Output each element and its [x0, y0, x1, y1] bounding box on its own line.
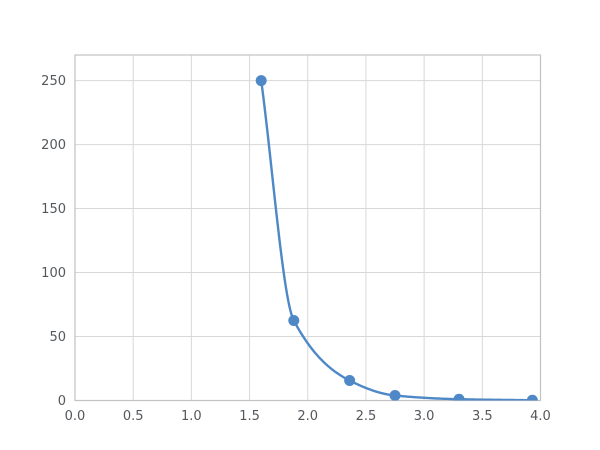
x-tick-label: 2.0 [297, 409, 318, 424]
y-tick-label: 0 [58, 394, 66, 409]
x-tick-label: 0.0 [65, 409, 86, 424]
y-tick-label: 100 [41, 266, 66, 281]
data-point-marker [526, 394, 538, 401]
x-tick-label: 3.5 [472, 409, 493, 424]
data-point-marker [453, 393, 465, 401]
y-tick-label: 250 [41, 74, 66, 89]
data-point-marker [288, 315, 300, 327]
x-tick-label: 4.0 [530, 409, 551, 424]
y-tick-label: 150 [41, 202, 66, 217]
standard-curve-line [260, 79, 534, 401]
plot-border [74, 54, 542, 402]
x-tick-label: 1.0 [181, 409, 202, 424]
y-tick-label: 50 [49, 330, 66, 345]
x-tick-label: 1.5 [239, 409, 260, 424]
x-tick-label: 3.0 [414, 409, 435, 424]
data-point-marker [344, 375, 356, 387]
data-point-marker [389, 390, 401, 401]
x-tick-label: 0.5 [123, 409, 144, 424]
x-tick-label: 2.5 [356, 409, 377, 424]
y-tick-label: 200 [41, 138, 66, 153]
data-point-marker [255, 75, 267, 87]
